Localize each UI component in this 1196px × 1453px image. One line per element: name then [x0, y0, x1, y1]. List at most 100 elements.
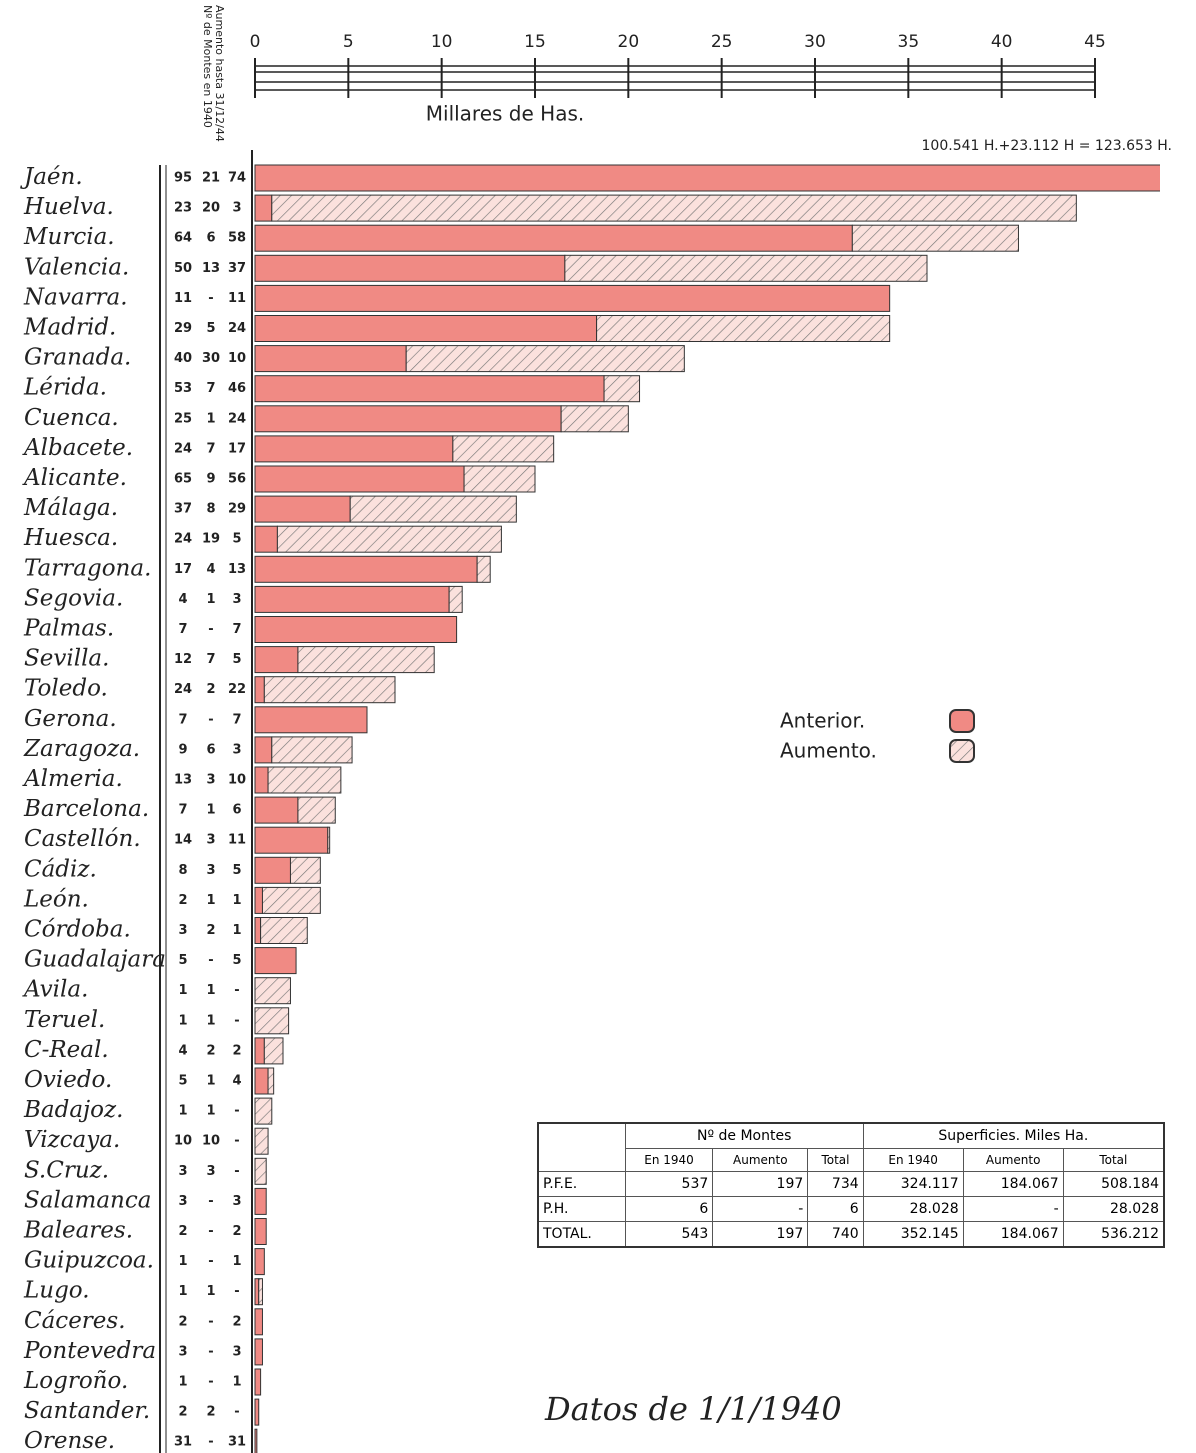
category-label: Cáceres. [24, 1308, 126, 1334]
bar-segment [261, 886, 321, 914]
count-1940: 74 [228, 171, 246, 186]
count-increase: 6 [206, 231, 215, 246]
category-label: Jaén. [20, 164, 83, 190]
bar-segment [254, 646, 299, 674]
category-label: Guipuzcoa. [24, 1248, 154, 1274]
count-increase: 1 [206, 1104, 215, 1119]
table-cell: 197 [712, 1171, 809, 1197]
count-1940: - [234, 1284, 239, 1299]
category-label: Navarra. [23, 284, 128, 310]
count-1940: 3 [232, 1194, 241, 1209]
count-1940: 17 [228, 441, 246, 456]
legend-swatch [949, 709, 975, 733]
table-cell: 324.117 [862, 1171, 964, 1197]
category-label: Orense. [24, 1428, 115, 1453]
count-increase: - [208, 1194, 213, 1209]
count-increase: - [208, 1314, 213, 1329]
table-cell: Nº de Montes [624, 1122, 864, 1149]
bar-segment [271, 736, 353, 764]
count-increase: 7 [206, 441, 215, 456]
legend-label: Anterior. [780, 709, 865, 733]
table-cell: 352.145 [862, 1221, 964, 1248]
count-1940: 11 [228, 291, 246, 306]
count-1940: 37 [228, 261, 246, 276]
bar-segment [560, 405, 629, 433]
bar-segment [254, 1127, 269, 1155]
bar-segment [254, 1097, 273, 1125]
count-1940: 5 [232, 652, 241, 667]
bar-segment [258, 1278, 263, 1306]
table-cell: 28.028 [1062, 1196, 1165, 1222]
bar-segment [564, 254, 928, 282]
count-increase: 20 [202, 201, 220, 216]
count-increase: 3 [206, 1164, 215, 1179]
count-increase: - [208, 1254, 213, 1269]
count-increase: 1 [206, 411, 215, 426]
count-total: 2 [178, 1224, 187, 1239]
column-header: Aumento hasta 31/12/44 [213, 5, 226, 142]
bar-segment [254, 1368, 262, 1396]
bar-segment [254, 284, 891, 312]
count-1940: 2 [232, 1224, 241, 1239]
count-total: 31 [174, 1435, 192, 1450]
table-cell: 184.067 [962, 1171, 1064, 1197]
table-cell: 734 [807, 1171, 864, 1197]
summary-table: Nº de Montes Superficies. Miles Ha. En 194… [537, 1122, 1165, 1248]
bar-segment [254, 1187, 267, 1215]
count-total: 17 [174, 562, 192, 577]
count-increase: 7 [206, 652, 215, 667]
category-label: Guadalajara [24, 947, 166, 973]
table-cell: 28.028 [862, 1196, 964, 1222]
bar-segment [267, 1067, 275, 1095]
count-increase: 19 [202, 532, 220, 547]
bar-segment [254, 917, 262, 944]
bar-segment [271, 194, 1077, 222]
count-total: 3 [178, 1164, 187, 1179]
count-total: 64 [174, 231, 192, 246]
category-label: Córdoba. [24, 917, 131, 943]
count-increase: 21 [202, 171, 220, 186]
count-1940: 3 [232, 1344, 241, 1359]
bar-segment [254, 766, 269, 794]
category-label: Sevilla. [24, 646, 109, 672]
count-1940: 10 [228, 773, 246, 788]
bar-segment [276, 525, 502, 553]
count-total: 5 [178, 1074, 187, 1089]
table-cell: Superficies. Miles Ha. [862, 1122, 1165, 1149]
category-label: Pontevedra [23, 1338, 156, 1364]
bar-segment [254, 1398, 260, 1426]
x-tick-label: 35 [898, 32, 920, 52]
count-total: 7 [178, 712, 187, 727]
bar-segment [452, 435, 555, 463]
bar-segment [260, 917, 308, 944]
count-total: 2 [178, 1405, 187, 1420]
x-tick-label: 30 [804, 32, 826, 52]
count-total: 10 [174, 1134, 192, 1149]
count-increase: - [208, 622, 213, 637]
bar-segment [254, 736, 273, 764]
category-label: Madrid. [23, 315, 116, 341]
count-1940: 24 [228, 321, 246, 336]
table-cell: En 1940 [624, 1148, 714, 1172]
count-1940: - [234, 1164, 239, 1179]
x-tick-label: 45 [1084, 32, 1106, 52]
count-total: 7 [178, 622, 187, 637]
bar-segment [254, 254, 566, 282]
bar-segment [254, 977, 291, 1005]
bar-segment [254, 405, 562, 433]
count-total: 37 [174, 502, 192, 517]
table-cell: Aumento [712, 1148, 809, 1172]
count-1940: - [234, 983, 239, 998]
x-tick-label: 40 [991, 32, 1013, 52]
count-increase: 1 [206, 1013, 215, 1028]
x-axis-label: Millares de Has. [426, 102, 584, 126]
bar-segment [405, 345, 685, 373]
count-total: 4 [178, 1043, 187, 1058]
table-cell: 543 [624, 1221, 714, 1248]
count-increase: 1 [206, 1074, 215, 1089]
count-total: 29 [174, 321, 192, 336]
table-cell: 6 [807, 1196, 864, 1222]
count-increase: 2 [206, 923, 215, 938]
count-total: 13 [174, 773, 192, 788]
